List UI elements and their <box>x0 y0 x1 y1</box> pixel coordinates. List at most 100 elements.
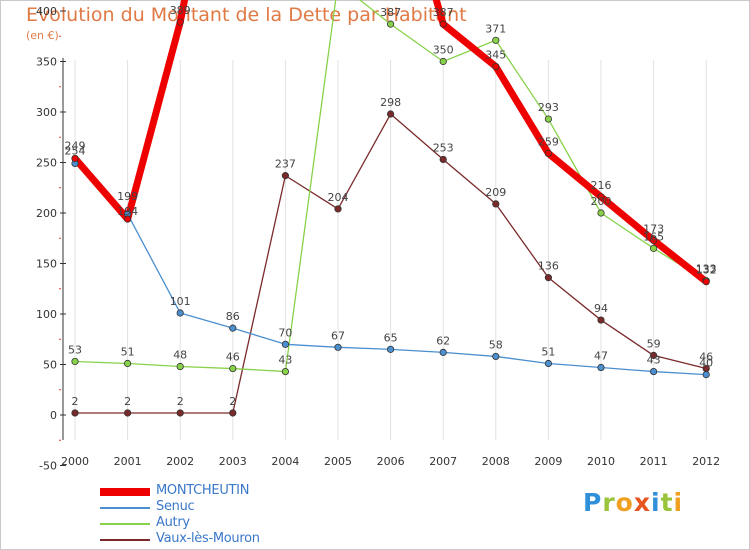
data-point <box>71 357 79 366</box>
data-label: 199 <box>117 190 138 203</box>
data-point <box>492 200 500 208</box>
x-tick-label: 2003 <box>219 455 247 468</box>
x-tick-label: 2004 <box>271 455 299 468</box>
proxiti-logo: Proxiti <box>583 488 683 517</box>
data-label: 194 <box>117 205 138 218</box>
data-label: 345 <box>485 49 506 62</box>
legend-label: Vaux-lès-Mouron <box>156 531 260 546</box>
data-label: 86 <box>226 310 240 323</box>
chart-title: Evolution du Montant de la Dette par Hab… <box>26 4 467 26</box>
legend-swatch <box>100 539 150 541</box>
data-point <box>281 340 289 348</box>
x-tick-label: 2007 <box>429 455 457 468</box>
data-label: 2 <box>177 395 184 408</box>
legend-swatch <box>100 488 150 496</box>
axes: 2000 2001 2002 2003 2004 2005 2006 2007 2008 2009… <box>36 5 720 473</box>
y-minor-tick <box>59 288 61 290</box>
logo-letter: i <box>651 488 661 517</box>
data-label: 2 <box>124 395 131 408</box>
data-label: 59 <box>647 337 661 350</box>
data-point <box>597 193 605 201</box>
data-point <box>124 359 132 368</box>
data-label: 389 <box>170 4 191 17</box>
data-point <box>544 274 553 282</box>
data-label: 46 <box>226 351 240 364</box>
data-label: 2 <box>229 395 236 408</box>
data-point <box>439 20 447 28</box>
legend-label: MONTCHEUTIN <box>156 483 250 498</box>
data-point <box>386 110 395 118</box>
y-minor-tick <box>59 136 61 138</box>
data-label: 2 <box>72 395 79 408</box>
data-point <box>649 244 658 252</box>
data-point <box>544 359 553 368</box>
x-tick-label: 2012 <box>692 455 720 468</box>
x-tick-label: 2005 <box>324 455 352 468</box>
data-point <box>597 316 605 324</box>
data-point <box>71 409 79 417</box>
data-label: 46 <box>699 351 713 364</box>
logo-letter: P <box>583 488 603 517</box>
data-label: 43 <box>647 354 661 367</box>
data-point <box>124 215 132 223</box>
data-label: 94 <box>594 302 608 315</box>
data-point <box>71 154 79 163</box>
data-label: 51 <box>541 345 555 358</box>
data-point <box>176 362 184 371</box>
logo-letter: i <box>673 488 684 517</box>
data-label: 254 <box>65 144 86 157</box>
data-label: 53 <box>68 343 82 356</box>
data-point <box>176 409 184 417</box>
data-point <box>702 370 710 379</box>
data-label: 293 <box>538 101 559 114</box>
data-label: 249 <box>65 140 86 153</box>
y-minor-tick <box>59 338 61 340</box>
data-label: 253 <box>433 141 454 154</box>
data-label: 58 <box>489 338 503 351</box>
x-tick-label: 2001 <box>114 455 142 468</box>
data-point <box>439 155 447 164</box>
data-label: 237 <box>275 158 296 171</box>
data-labels: 2222237204298253209136945946535148464342… <box>65 4 717 408</box>
y-minor-tick <box>59 389 61 391</box>
data-point <box>281 367 289 376</box>
data-point <box>229 409 237 417</box>
grid-lines <box>74 60 707 440</box>
x-tick-label: 2002 <box>166 455 194 468</box>
data-point <box>544 149 553 158</box>
data-label: 65 <box>384 331 398 344</box>
x-tick-label: 2000 <box>61 455 89 468</box>
data-point <box>544 115 553 123</box>
x-tick-label: 2011 <box>640 455 668 468</box>
data-point <box>492 62 500 71</box>
data-label: 165 <box>643 230 664 243</box>
data-label: 216 <box>591 179 612 192</box>
data-point <box>492 36 500 44</box>
legend-label: Autry <box>156 515 190 530</box>
data-label: 43 <box>278 354 292 367</box>
data-label: 51 <box>121 345 135 358</box>
data-point <box>229 324 237 332</box>
data-point <box>176 18 184 26</box>
x-tick-label: 2010 <box>587 455 615 468</box>
data-label: 371 <box>485 22 506 35</box>
data-label: 70 <box>278 326 292 339</box>
data-label: 350 <box>433 44 454 57</box>
logo-letter: t <box>660 488 674 517</box>
data-point <box>124 409 132 417</box>
y-tick-label: -50 <box>39 460 57 473</box>
data-label: 200 <box>591 195 612 208</box>
logo-letter: r <box>602 488 616 517</box>
data-point <box>702 278 710 286</box>
chart-subtitle: (en €) <box>26 29 59 42</box>
data-label: 48 <box>173 349 187 362</box>
y-minor-tick <box>59 439 61 441</box>
y-tick-label: 250 <box>36 157 57 170</box>
y-tick-label: 200 <box>36 207 57 220</box>
data-label: 387 <box>433 6 454 19</box>
data-label: 101 <box>170 295 191 308</box>
y-minor-tick <box>59 187 61 189</box>
data-point <box>281 172 289 180</box>
